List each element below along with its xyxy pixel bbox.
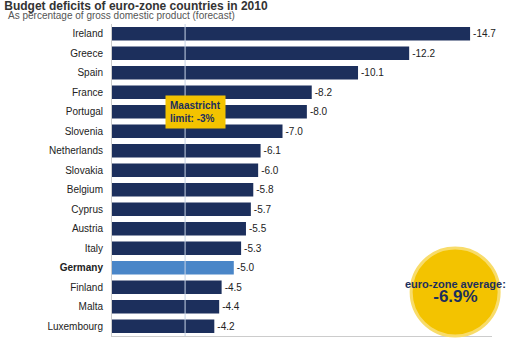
svg-text:Italy: Italy [85,243,103,254]
svg-text:Cyprus: Cyprus [71,204,103,215]
svg-text:-4.5: -4.5 [225,282,243,293]
svg-text:-4.2: -4.2 [217,321,235,332]
svg-text:euro-zone average:-6.9%: euro-zone average:-6.9% [405,278,506,306]
svg-text:-6.0: -6.0 [261,165,279,176]
svg-text:-5.7: -5.7 [254,204,272,215]
svg-text:-6.1: -6.1 [264,145,282,156]
svg-text:Spain: Spain [77,67,103,78]
svg-text:-4.4: -4.4 [222,301,240,312]
svg-text:-10.1: -10.1 [361,67,384,78]
svg-text:-5.8: -5.8 [256,184,274,195]
svg-text:-8.0: -8.0 [310,106,328,117]
svg-text:-5.5: -5.5 [249,223,267,234]
svg-text:Netherlands: Netherlands [49,145,103,156]
svg-text:Slovakia: Slovakia [65,165,103,176]
svg-text:-12.2: -12.2 [412,48,435,59]
svg-text:Belgium: Belgium [67,184,103,195]
svg-text:Portugal: Portugal [66,106,103,117]
svg-text:Greece: Greece [70,48,103,59]
svg-text:France: France [72,87,104,98]
svg-text:Maastrichtlimit: -3%: Maastrichtlimit: -3% [170,100,221,124]
svg-text:As percentage of gross domesti: As percentage of gross domestic product … [8,10,235,21]
svg-text:Malta: Malta [79,301,104,312]
svg-text:-5.0: -5.0 [237,262,255,273]
svg-text:Budget deficits of euro-zone c: Budget deficits of euro-zone countries i… [4,0,268,13]
svg-text:Ireland: Ireland [72,28,103,39]
svg-text:-14.7: -14.7 [473,28,496,39]
svg-text:Austria: Austria [72,223,104,234]
svg-text:Luxembourg: Luxembourg [47,321,103,332]
svg-text:Slovenia: Slovenia [65,126,104,137]
svg-text:-8.2: -8.2 [315,87,333,98]
svg-text:Germany: Germany [60,262,104,273]
svg-text:Finland: Finland [70,282,103,293]
svg-text:-7.0: -7.0 [286,126,304,137]
svg-text:-5.3: -5.3 [244,243,262,254]
